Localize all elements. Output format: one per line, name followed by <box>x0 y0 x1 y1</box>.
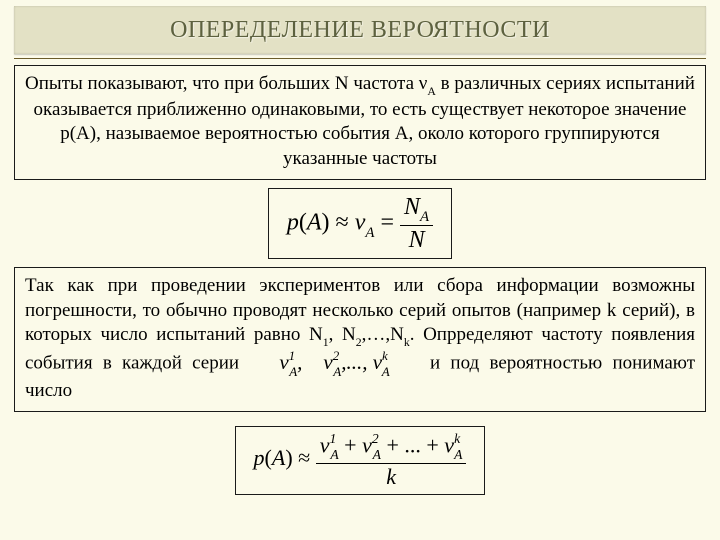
f1-den-N: N <box>409 227 425 253</box>
slide: ОПЕРЕДЕЛЕНИЕ ВЕРОЯТНОСТИ Опыты показываю… <box>0 6 720 540</box>
para2-sub2: 2 <box>356 336 362 349</box>
seq-nu1: ν <box>279 350 288 374</box>
f2-nu2: ν <box>362 432 372 457</box>
divider <box>14 58 706 59</box>
para2-t3: ,…,N <box>362 324 404 345</box>
title-band: ОПЕРЕДЕЛЕНИЕ ВЕРОЯТНОСТИ <box>14 6 706 54</box>
para1-t1: Опыты показывают, что при больших N част… <box>25 73 427 94</box>
seq-a2: A <box>333 364 341 379</box>
f2-approx: ≈ <box>298 445 310 470</box>
f2-A: A <box>272 445 285 470</box>
seq-a1: A <box>289 364 297 379</box>
f2-close: ) <box>285 445 292 470</box>
f2-den-k: k <box>386 464 396 489</box>
slide-title: ОПЕРЕДЕЛЕНИЕ ВЕРОЯТНОСТИ <box>170 17 550 44</box>
f2-sk: k <box>454 431 460 446</box>
formula1-wrap: p(A) ≈ νA = NA N <box>14 180 706 268</box>
f1-p: p <box>287 209 299 235</box>
f2-s1: 1 <box>330 431 337 446</box>
para2-text: Так как при проведении экспериментов или… <box>25 274 695 403</box>
seq-sk: k <box>382 348 388 363</box>
f1-approx: ≈ <box>336 209 349 235</box>
seq-nu2: ν <box>323 350 332 374</box>
f1-nu-sub: A <box>365 225 374 241</box>
nu-sequence: ν1A, ν2A,..., νkA <box>249 349 419 379</box>
seq-dots: ,..., <box>341 350 367 374</box>
f2-a3: A <box>454 447 462 462</box>
f2-a2: A <box>373 447 381 462</box>
f1-eq: = <box>380 209 394 235</box>
seq-nu3: ν <box>373 350 382 374</box>
paragraph-2-box: Так как при проведении экспериментов или… <box>14 267 706 412</box>
f1-num-N: N <box>404 194 420 220</box>
para2-t2: , N <box>329 324 356 345</box>
f1-nu: ν <box>355 209 366 235</box>
f1-A: A <box>307 209 322 235</box>
formula1: p(A) ≈ νA = NA N <box>268 188 452 260</box>
f2-a1: A <box>330 447 338 462</box>
seq-s1: 1 <box>289 348 296 363</box>
paragraph-1-box: Опыты показывают, что при больших N част… <box>14 65 706 180</box>
f1-open: ( <box>299 209 307 235</box>
para2-sub1: 1 <box>323 336 329 349</box>
f2-nu1: ν <box>320 432 330 457</box>
f1-frac: NA N <box>400 195 433 253</box>
f2-frac: ν1A + ν2A + ... + νkA k <box>316 433 467 487</box>
para1-text: Опыты показывают, что при больших N част… <box>25 73 695 169</box>
seq-s2: 2 <box>333 348 340 363</box>
f2-p: p <box>254 445 265 470</box>
f2-nu3: ν <box>444 432 454 457</box>
formula2-wrap: p(A) ≈ ν1A + ν2A + ... + νkA k <box>14 418 706 502</box>
f2-s2: 2 <box>372 431 379 446</box>
seq-c1: , <box>297 350 302 374</box>
f2-plus1: + <box>344 432 356 457</box>
f2-open: ( <box>265 445 272 470</box>
f1-close: ) <box>322 209 330 235</box>
seq-a3: A <box>382 364 390 379</box>
para1-sub-A: A <box>427 85 436 98</box>
f2-dots: + ... + <box>386 432 438 457</box>
para2-sub3: k <box>404 336 410 349</box>
formula2: p(A) ≈ ν1A + ν2A + ... + νkA k <box>235 426 486 494</box>
f1-num-sub: A <box>420 209 429 225</box>
